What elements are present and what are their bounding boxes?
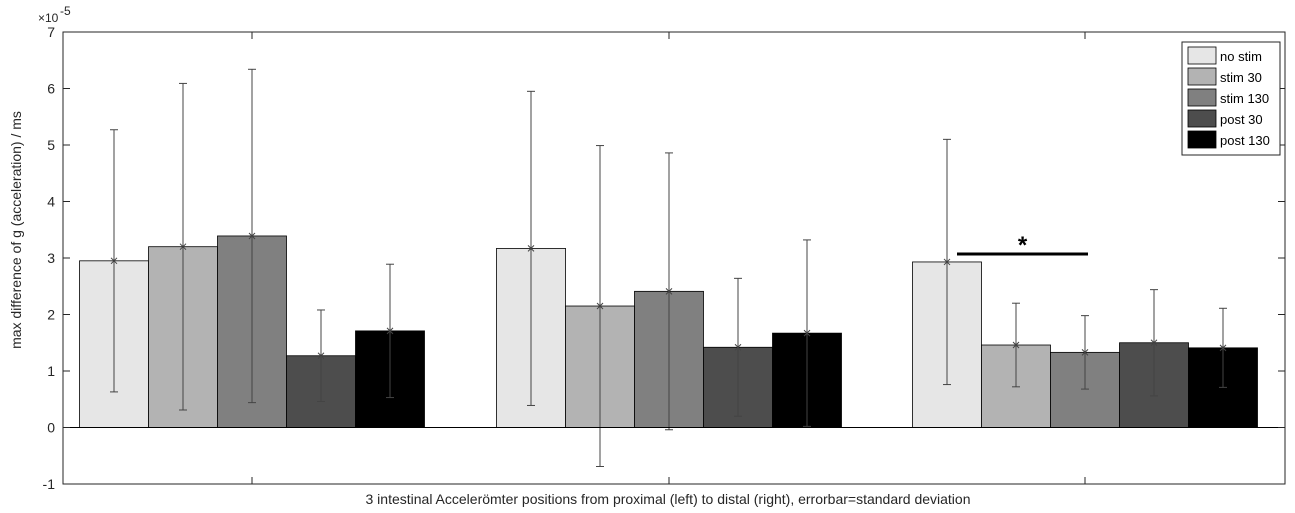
y-tick-label: 0 <box>47 420 55 436</box>
errorbar-stim-30-group-3 <box>1012 302 1020 388</box>
y-tick-label: 7 <box>47 24 55 40</box>
legend-swatch-post-130 <box>1187 130 1217 149</box>
legend-label-stim-130: stim 130 <box>1220 91 1269 106</box>
errorbar-stim-30-group-2 <box>596 145 604 467</box>
errorbar-stim-30-group-1 <box>179 82 187 411</box>
errorbar-no-stim-group-3 <box>943 138 951 386</box>
errorbar-no-stim-group-2 <box>527 90 535 406</box>
errorbar-post-130-group-1 <box>386 263 394 399</box>
errorbar-post-130-group-2 <box>803 239 811 427</box>
y-tick-label: -1 <box>43 476 56 492</box>
legend-label-no-stim: no stim <box>1220 49 1262 64</box>
x-axis-label: 3 intestinal Accelerömter positions from… <box>366 491 971 507</box>
legend-label-stim-30: stim 30 <box>1220 70 1262 85</box>
legend-label-post-130: post 130 <box>1220 133 1270 148</box>
legend-swatch-post-30 <box>1187 109 1217 128</box>
errorbar-post-30-group-2 <box>734 277 742 417</box>
y-tick-label: 5 <box>47 137 55 153</box>
y-tick-label: 3 <box>47 250 55 266</box>
significance-layer: * <box>957 232 1088 259</box>
errorbar-stim-130-group-2 <box>665 152 673 431</box>
y-tick-label: 2 <box>47 307 55 323</box>
y-tick-label: 1 <box>47 363 55 379</box>
legend-swatch-stim-130 <box>1187 88 1217 107</box>
y-multiplier-base: ×10 <box>38 11 59 25</box>
y-axis-label: max difference of g (acceleration) / ms <box>8 111 24 349</box>
errorbar-post-30-group-3 <box>1150 289 1158 397</box>
legend-swatch-no-stim <box>1187 46 1217 65</box>
errorbar-stim-130-group-3 <box>1081 315 1089 390</box>
axes-layer: -1 0 1 2 3 4 5 6 7 <box>43 24 1286 492</box>
y-tick-label: 4 <box>47 194 55 210</box>
errorbars-layer <box>110 68 1227 467</box>
errorbar-no-stim-group-1 <box>110 129 118 393</box>
errorbar-post-30-group-1 <box>317 309 325 403</box>
y-multiplier-exponent: -5 <box>60 4 71 18</box>
legend-label-post-30: post 30 <box>1220 112 1263 127</box>
legend-swatch-stim-30 <box>1187 67 1217 86</box>
errorbar-post-130-group-3 <box>1219 307 1227 388</box>
errorbar-stim-130-group-1 <box>248 68 256 404</box>
legend: no stim stim 30 stim 130 post 30 post 130 <box>1181 41 1281 156</box>
significance-star: * <box>1018 232 1028 259</box>
y-tick-label: 6 <box>47 81 55 97</box>
